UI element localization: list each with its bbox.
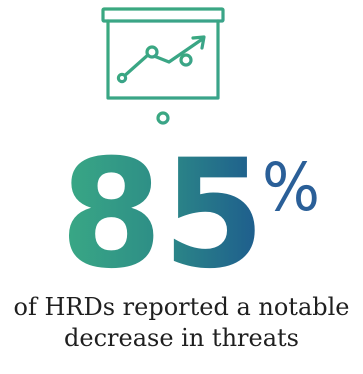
stat-caption: of HRDs reported a notable decrease in t… xyxy=(0,292,363,354)
stat-value: 85 % xyxy=(0,128,363,302)
stat-number: 85 xyxy=(60,140,265,280)
stat-unit: % xyxy=(262,149,320,226)
caption-line-2: decrease in threats xyxy=(64,324,299,352)
caption-line-1: of HRDs reported a notable xyxy=(13,293,350,321)
presentation-chart-icon xyxy=(100,0,226,130)
